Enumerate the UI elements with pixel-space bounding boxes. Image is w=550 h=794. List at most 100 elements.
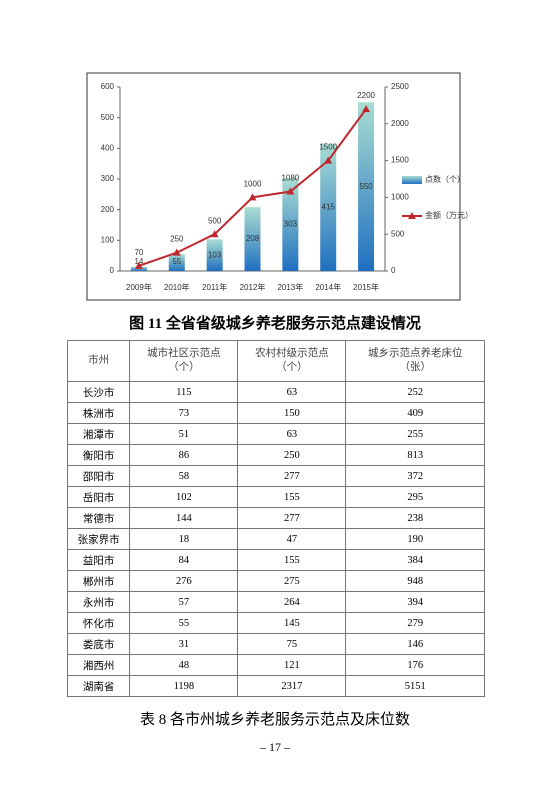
table-cell: 长沙市 <box>66 381 131 403</box>
y2-tick-label: 2500 <box>391 82 409 91</box>
line-value-label: 1000 <box>244 180 262 189</box>
header-cell: 城乡示范点养老床位 （张） <box>345 340 485 382</box>
table-cell: 155 <box>237 486 347 508</box>
table-cell: 63 <box>237 381 347 403</box>
line-value-label: 250 <box>170 235 184 244</box>
point <box>362 105 371 113</box>
header-cell: 农村村级示范点 （个） <box>237 340 347 382</box>
header-text: （个） <box>168 362 200 373</box>
line-value-label: 1080 <box>281 174 299 183</box>
table-cell: 155 <box>237 549 347 571</box>
table-row: 湘西州 48 121 176 <box>66 654 485 676</box>
header-text: （张） <box>399 362 431 373</box>
table-cell: 益阳市 <box>66 549 131 571</box>
table-caption: 表 8 各市州城乡养老服务示范点及床位数 <box>139 712 410 728</box>
table-row: 永州市 57 264 394 <box>66 591 485 613</box>
table-cell: 5151 <box>345 675 485 697</box>
table-cell: 73 <box>129 402 239 424</box>
table-row: 张家界市 18 47 190 <box>66 528 485 550</box>
line-value-label: 500 <box>208 216 222 225</box>
line-value-label: 70 <box>134 248 143 257</box>
table-cell: 277 <box>237 465 347 487</box>
legend-marker <box>408 212 416 219</box>
table-cell: 永州市 <box>66 591 131 613</box>
legend-label: 点数（个） <box>425 174 465 184</box>
table-cell: 75 <box>237 633 347 655</box>
table-row: 湖南省 1198 2317 5151 <box>66 675 485 697</box>
page-number: – 17 – <box>260 740 290 754</box>
table-cell: 47 <box>237 528 347 550</box>
table-cell: 150 <box>237 402 347 424</box>
table-cell: 250 <box>237 444 347 466</box>
table-row: 株洲市 73 150 409 <box>66 402 485 424</box>
line-value-label: 2200 <box>357 91 375 100</box>
bar <box>168 254 185 271</box>
legend-label: 金额（万元） <box>425 210 473 220</box>
header-cell: 市州 <box>66 340 131 382</box>
table-row: 长沙市 115 63 252 <box>66 381 485 403</box>
x-tick-label: 2009年 <box>126 282 152 292</box>
y2-tick-label: 1000 <box>391 193 409 202</box>
table-row: 娄底市 31 75 146 <box>66 633 485 655</box>
table-cell: 277 <box>237 507 347 529</box>
bar <box>244 207 261 271</box>
table-cell: 84 <box>129 549 239 571</box>
line-value-label: 1500 <box>319 143 337 152</box>
x-tick-label: 2013年 <box>277 282 303 292</box>
table-cell: 常德市 <box>66 507 131 529</box>
table-cell: 176 <box>345 654 485 676</box>
x-tick-label: 2011年 <box>202 282 227 292</box>
table-cell: 102 <box>129 486 239 508</box>
header-row: 市州 城市社区示范点 （个） 农村村级示范点 （个） 城乡示范点养老床位 （张） <box>66 340 485 382</box>
bar-value-label: 55 <box>172 257 181 266</box>
table-cell: 384 <box>345 549 485 571</box>
table-cell: 郴州市 <box>66 570 131 592</box>
bar <box>320 143 337 271</box>
point <box>210 230 219 238</box>
table-cell: 岳阳市 <box>66 486 131 508</box>
table: 市州 城市社区示范点 （个） 农村村级示范点 （个） 城乡示范点养老床位 （张） 长沙市 115… <box>66 340 485 697</box>
header-text: 农村村级示范点 <box>255 348 329 359</box>
point <box>324 156 333 164</box>
table-cell: 264 <box>237 591 347 613</box>
table-cell: 145 <box>237 612 347 634</box>
y-tick-label: 200 <box>101 205 115 214</box>
table-cell: 275 <box>237 570 347 592</box>
point <box>286 187 295 195</box>
table-cell: 115 <box>129 381 239 403</box>
header-text: 城市社区示范点 <box>147 348 221 359</box>
table-cell: 86 <box>129 444 239 466</box>
y-tick-label: 300 <box>101 174 115 183</box>
table-cell: 31 <box>129 633 239 655</box>
header-cell: 城市社区示范点 （个） <box>129 340 239 382</box>
y-tick-label: 600 <box>101 82 115 91</box>
y2-tick-label: 0 <box>391 266 396 275</box>
table-cell: 57 <box>129 591 239 613</box>
table-cell: 58 <box>129 465 239 487</box>
table-cell: 121 <box>237 654 347 676</box>
table-cell: 1198 <box>129 675 239 697</box>
table-cell: 株洲市 <box>66 402 131 424</box>
table-row: 常德市 144 277 238 <box>66 507 485 529</box>
header-text: 城乡示范点养老床位 <box>367 348 463 359</box>
table-cell: 255 <box>345 423 485 445</box>
bar-value-label: 303 <box>284 220 298 229</box>
figure-caption: 图 11 全省省级城乡养老服务示范点建设情况 <box>129 316 421 332</box>
y2-tick-label: 2000 <box>391 119 409 128</box>
y-tick-label: 500 <box>101 113 115 122</box>
table-cell: 48 <box>129 654 239 676</box>
table-cell: 144 <box>129 507 239 529</box>
x-tick-label: 2015年 <box>353 282 379 292</box>
table-cell: 2317 <box>237 675 347 697</box>
table-cell: 邵阳市 <box>66 465 131 487</box>
table-cell: 238 <box>345 507 485 529</box>
table-cell: 252 <box>345 381 485 403</box>
table-cell: 813 <box>345 444 485 466</box>
table-cell: 湖南省 <box>66 675 131 697</box>
table-cell: 948 <box>345 570 485 592</box>
table-cell: 张家界市 <box>66 528 131 550</box>
table-row: 益阳市 84 155 384 <box>66 549 485 571</box>
table-cell: 湘潭市 <box>66 423 131 445</box>
point <box>134 261 143 269</box>
